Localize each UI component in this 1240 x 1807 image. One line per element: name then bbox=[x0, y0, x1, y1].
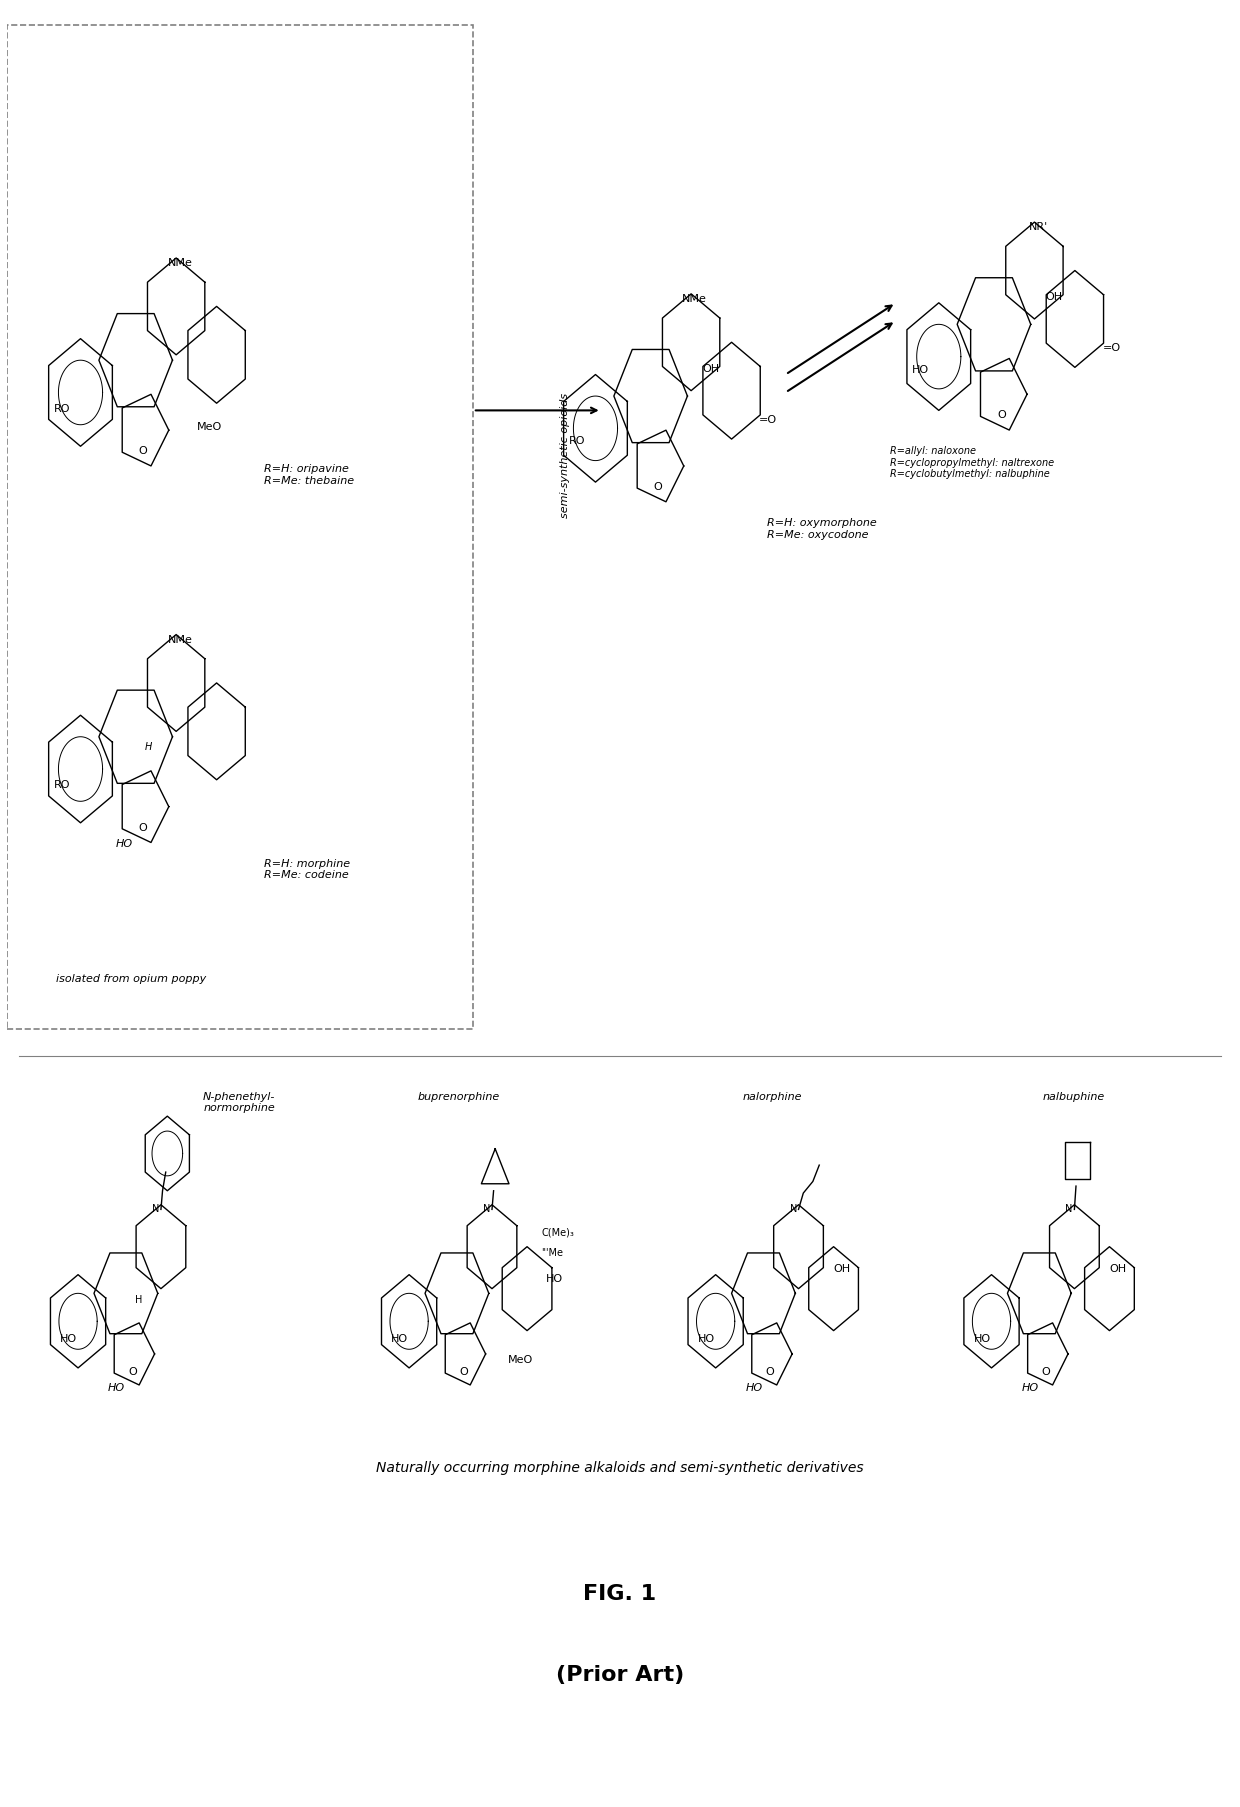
Text: HO: HO bbox=[1022, 1382, 1038, 1393]
Text: N: N bbox=[790, 1203, 797, 1214]
Text: R=H: oripavine
R=Me: thebaine: R=H: oripavine R=Me: thebaine bbox=[264, 464, 355, 486]
Text: N: N bbox=[484, 1203, 490, 1214]
Text: =O: =O bbox=[759, 416, 777, 425]
Text: N: N bbox=[1065, 1203, 1073, 1214]
Text: OH: OH bbox=[1045, 293, 1063, 302]
Text: HO: HO bbox=[108, 1382, 125, 1393]
Text: HO: HO bbox=[60, 1334, 77, 1344]
Text: OH: OH bbox=[702, 363, 719, 374]
Text: O: O bbox=[765, 1366, 774, 1377]
Text: nalorphine: nalorphine bbox=[743, 1091, 802, 1102]
Text: =O: =O bbox=[1102, 343, 1121, 352]
Text: HO: HO bbox=[911, 365, 929, 374]
Text: O: O bbox=[139, 822, 148, 833]
Text: H: H bbox=[135, 1294, 143, 1305]
Text: NMe: NMe bbox=[682, 295, 707, 304]
Text: HO: HO bbox=[117, 838, 133, 849]
Text: '''Me: '''Me bbox=[542, 1249, 563, 1258]
Text: O: O bbox=[139, 446, 148, 457]
Text: R=allyl: naloxone
R=cyclopropylmethyl: naltrexone
R=cyclobutylmethyl: nalbuphine: R=allyl: naloxone R=cyclopropylmethyl: n… bbox=[890, 446, 1054, 479]
Text: NMe: NMe bbox=[167, 258, 192, 267]
Text: RO: RO bbox=[53, 403, 71, 414]
Text: R=H: oxymorphone
R=Me: oxycodone: R=H: oxymorphone R=Me: oxycodone bbox=[768, 519, 877, 540]
Text: MeO: MeO bbox=[508, 1355, 533, 1366]
Text: O: O bbox=[128, 1366, 136, 1377]
Text: semi-synthetic opioids: semi-synthetic opioids bbox=[559, 392, 570, 519]
Text: O: O bbox=[997, 410, 1006, 421]
Text: RO: RO bbox=[53, 781, 71, 790]
Text: NMe: NMe bbox=[167, 634, 192, 645]
Text: R=H: morphine
R=Me: codeine: R=H: morphine R=Me: codeine bbox=[264, 858, 351, 880]
Text: NR': NR' bbox=[1028, 222, 1048, 231]
Text: N: N bbox=[153, 1203, 160, 1214]
Text: HO: HO bbox=[745, 1382, 763, 1393]
Text: isolated from opium poppy: isolated from opium poppy bbox=[56, 974, 206, 985]
Text: O: O bbox=[653, 482, 662, 492]
Text: HO: HO bbox=[546, 1274, 563, 1283]
Text: HO: HO bbox=[973, 1334, 991, 1344]
Text: N-phenethyl-
normorphine: N-phenethyl- normorphine bbox=[203, 1091, 275, 1113]
Text: FIG. 1: FIG. 1 bbox=[584, 1585, 656, 1605]
Text: buprenorphine: buprenorphine bbox=[418, 1091, 500, 1102]
Text: O: O bbox=[459, 1366, 467, 1377]
Text: (Prior Art): (Prior Art) bbox=[556, 1664, 684, 1684]
Text: H: H bbox=[145, 743, 153, 752]
Text: RO: RO bbox=[569, 437, 585, 446]
Text: nalbuphine: nalbuphine bbox=[1043, 1091, 1105, 1102]
Text: MeO: MeO bbox=[197, 423, 222, 432]
Text: OH: OH bbox=[1110, 1265, 1127, 1274]
FancyBboxPatch shape bbox=[7, 25, 472, 1028]
Text: HO: HO bbox=[698, 1334, 714, 1344]
Text: O: O bbox=[1042, 1366, 1050, 1377]
Text: Naturally occurring morphine alkaloids and semi-synthetic derivatives: Naturally occurring morphine alkaloids a… bbox=[376, 1462, 864, 1475]
Text: OH: OH bbox=[833, 1265, 851, 1274]
Text: HO: HO bbox=[391, 1334, 408, 1344]
Text: C(Me)₃: C(Me)₃ bbox=[542, 1227, 574, 1238]
